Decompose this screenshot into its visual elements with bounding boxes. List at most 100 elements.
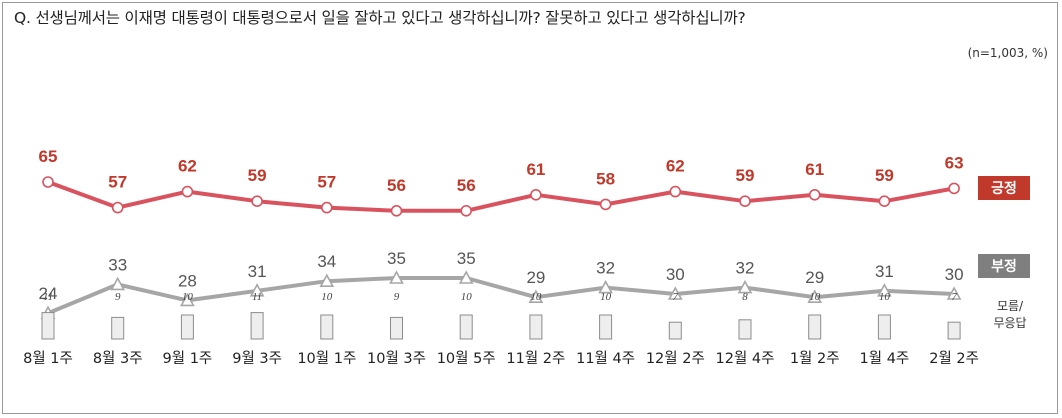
legend-positive: 긍정 [978, 176, 1030, 200]
positive-point [181, 185, 194, 198]
x-tick-label: 12월 2주 [646, 350, 705, 367]
dont-know-value-label: 10 [530, 291, 542, 303]
dont-know-bar [668, 321, 682, 340]
x-tick-label: 11월 2주 [506, 350, 565, 367]
dont-know-value-label: 10 [809, 291, 821, 303]
x-tick-label: 11월 4주 [576, 350, 635, 367]
positive-value-label: 62 [178, 157, 197, 176]
negative-point [667, 286, 683, 300]
negative-value-label: 29 [526, 268, 545, 287]
positive-point [251, 195, 263, 207]
negative-value-label: 35 [457, 249, 476, 268]
positive-value-label: 59 [875, 166, 894, 185]
x-tick-label: 1월 2주 [790, 350, 840, 367]
positive-value-label: 57 [317, 173, 336, 192]
positive-point [530, 189, 542, 201]
positive-point [599, 198, 612, 211]
positive-value-label: 56 [387, 176, 406, 195]
positive-point [111, 201, 124, 214]
dont-know-bar [41, 312, 55, 340]
dont-know-bar [459, 314, 473, 340]
positive-value-label: 59 [736, 166, 755, 185]
survey-question: Q. 선생님께서는 이재명 대통령이 대통령으로서 일을 잘하고 있다고 생각하… [14, 9, 746, 27]
positive-value-label: 63 [945, 153, 964, 172]
x-tick-label: 9월 3주 [232, 350, 282, 367]
positive-point [320, 201, 333, 214]
dont-know-value-label: 7 [951, 291, 957, 303]
negative-value-label: 28 [178, 271, 197, 290]
x-tick-label: 8월 3주 [93, 350, 143, 367]
dont-know-value-label: 10 [879, 291, 891, 303]
negative-value-label: 24 [39, 284, 58, 303]
negative-point [110, 276, 126, 291]
dont-know-value-label: 10 [321, 291, 333, 303]
dont-know-value-label: 7 [673, 291, 679, 303]
x-tick-label: 10월 1주 [297, 350, 356, 367]
negative-value-label: 31 [875, 262, 894, 281]
positive-value-label: 61 [805, 160, 824, 179]
negative-point [807, 289, 823, 304]
dont-know-bar [808, 314, 822, 340]
legend-dont-know-label: 모름/무응답 [993, 299, 1026, 330]
positive-value-label: 65 [39, 147, 58, 166]
legend-negative-label: 부정 [991, 258, 1017, 275]
legend-negative: 부정 [978, 254, 1030, 278]
negative-value-label: 34 [317, 252, 336, 271]
dont-know-value-label: 11 [252, 291, 262, 303]
dont-know-bar [947, 321, 961, 340]
positive-point [948, 182, 960, 195]
x-axis-labels: 8월 1주 8월 3주 9월 1주 9월 3주 10월 1주 10월 3주 10월 5주 11… [23, 350, 979, 367]
positive-value-label: 56 [457, 176, 476, 195]
dont-know-value-label: 9 [394, 291, 400, 303]
positive-value-label: 62 [666, 157, 685, 176]
negative-point [249, 283, 265, 297]
positive-value-label: 61 [526, 160, 545, 179]
negative-point [319, 273, 335, 288]
dont-know-value-label: 9 [115, 291, 121, 303]
x-tick-label: 1월 4주 [860, 350, 910, 367]
negative-point [598, 279, 613, 294]
positive-point [460, 205, 473, 217]
negative-value-label: 32 [596, 259, 615, 278]
x-tick-label: 10월 5주 [437, 350, 496, 367]
positive-value-label: 59 [248, 166, 267, 185]
negative-point [389, 270, 404, 284]
negative-point [946, 286, 962, 300]
dont-know-bar [111, 316, 125, 340]
positive-point [669, 185, 682, 198]
positive-line [47, 180, 955, 213]
x-tick-label: 10월 3주 [367, 350, 426, 367]
negative-point [528, 289, 544, 304]
legend-positive-badge [978, 176, 1030, 200]
dont-know-value-label: 10 [600, 291, 612, 303]
dont-know-bar [599, 314, 613, 340]
x-tick-label: 2월 2주 [929, 350, 979, 367]
dont-know-value-label: 11 [43, 291, 53, 303]
negative-point [458, 270, 474, 284]
positive-value-label: 58 [596, 169, 615, 188]
legend-negative-badge [978, 254, 1030, 278]
positive-point [42, 176, 54, 188]
dont-know-value-label: 8 [742, 291, 748, 303]
negative-point [877, 283, 892, 297]
positive-point [808, 189, 821, 201]
dont-know-bar [250, 312, 264, 340]
x-tick-label: 12월 4주 [716, 350, 775, 367]
dont-know-bar [529, 314, 543, 340]
legend-dont-know-line: 모름/ [997, 299, 1024, 313]
x-tick-label: 9월 1주 [163, 350, 213, 367]
legend-dont-know-line: 무응답 [993, 316, 1026, 330]
negative-value-label: 30 [666, 265, 685, 284]
negative-series: 24 33 28 31 34 35 35 29 32 30 32 29 31 30 [39, 249, 964, 320]
positive-point [878, 195, 891, 207]
dont-know-bar [738, 319, 752, 340]
negative-point [737, 279, 753, 294]
negative-value-label: 31 [248, 262, 267, 281]
dont-know-bar [390, 316, 403, 340]
positive-point [390, 205, 403, 217]
dont-know-bar [180, 314, 194, 340]
positive-value-label: 57 [108, 173, 127, 192]
